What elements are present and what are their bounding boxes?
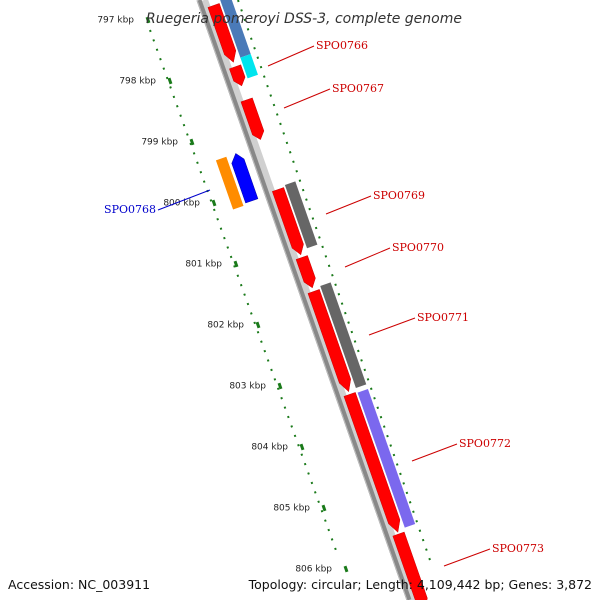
tick-mark [167,77,173,85]
gene-label-spo0771[interactable]: SPO0771 [417,311,469,324]
gene-label-lines [157,45,491,567]
tick-label: 798 kbp [119,77,156,87]
backbone [196,0,412,600]
tick-label: 797 kbp [97,16,134,26]
gene-label-spo0768[interactable]: SPO0768 [104,203,156,216]
tick-label: 806 kbp [295,565,332,575]
tick-mark [343,565,349,573]
feature-bar-orange[interactable] [215,156,244,210]
tick-mark [321,504,327,512]
gene-label-line [443,548,491,567]
tick-mark [211,199,217,207]
feature-bar-gray-1[interactable] [284,181,318,249]
gene-label-line [157,189,211,211]
gene-arrow-spo0771[interactable] [307,289,354,394]
gene-arrow-spo0770[interactable] [295,255,318,290]
genome-title: Ruegeria pomeroyi DSS-3, complete genome [146,11,462,27]
tick-mark [145,16,151,24]
tick-label: 802 kbp [207,321,244,331]
gene-label-line [344,247,391,268]
gene-label-spo0769[interactable]: SPO0769 [373,189,425,202]
gene-arrow-small-1[interactable] [229,64,247,88]
tick-mark [189,138,195,146]
tick-label: 805 kbp [273,504,310,514]
gene-label-spo0772[interactable]: SPO0772 [459,437,511,450]
tick-mark [233,260,239,268]
gene-label-spo0770[interactable]: SPO0770 [392,241,444,254]
gene-label-line [267,45,315,67]
gene-label-spo0766[interactable]: SPO0766 [316,39,368,52]
tick-label: 800 kbp [163,199,200,209]
gene-labels: SPO0766 SPO0767 SPO0768 SPO0769 SPO0770 SPO07… [104,39,544,555]
gene-label-line [368,317,416,336]
feature-bar-gray-2[interactable] [320,282,367,388]
feature-bar-slate[interactable] [217,0,251,58]
accession-text: Accession: NC_003911 [8,577,151,592]
gene-arrow-spo0772[interactable] [343,392,404,534]
tick-label: 804 kbp [251,443,288,453]
tick-marks: 797 kbp 798 kbp 799 kbp 800 kbp 801 kbp 802 k… [97,16,349,575]
tick-label: 803 kbp [229,382,266,392]
gene-label-line [325,195,372,215]
tick-mark [277,382,283,390]
backbone-highlight [196,0,408,600]
gene-label-spo0767[interactable]: SPO0767 [332,82,384,95]
gene-arrow-spo0769[interactable] [272,187,306,257]
tick-label: 801 kbp [185,260,222,270]
tick-mark [299,443,305,451]
gene-arrow-spo0767[interactable] [240,97,266,142]
gene-label-line [283,88,331,109]
backbone-shadow [200,0,418,600]
genome-summary-text: Topology: circular; Length: 4,109,442 bp… [248,577,592,592]
feature-bar-purple[interactable] [357,389,416,528]
gene-arrow-spo0768[interactable] [229,151,259,204]
feature-bar-cyan[interactable] [240,53,258,79]
gene-label-spo0773[interactable]: SPO0773 [492,542,544,555]
tick-mark [255,321,261,329]
gene-features [207,0,431,600]
gene-label-line [411,443,458,462]
gene-arrow-spo0766[interactable] [207,3,239,64]
gene-arrow-spo0773[interactable] [392,531,431,600]
tick-label: 799 kbp [141,138,178,148]
